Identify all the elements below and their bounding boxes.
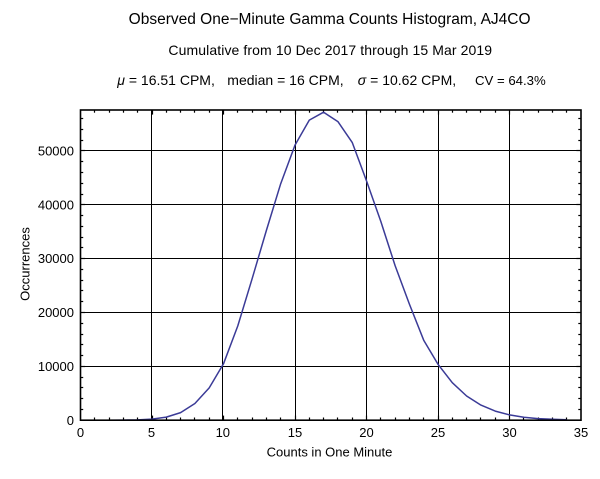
- svg-text:5: 5: [148, 425, 155, 440]
- svg-text:median = 16 CPM,: median = 16 CPM,: [227, 72, 343, 88]
- svg-text:50000: 50000: [38, 144, 74, 159]
- svg-text:Occurrences: Occurrences: [18, 227, 33, 301]
- svg-text:25: 25: [431, 425, 445, 440]
- svg-text:σ = 10.62 CPM,: σ = 10.62 CPM,: [358, 72, 456, 88]
- svg-text:Observed One−Minute Gamma Coun: Observed One−Minute Gamma Counts Histogr…: [129, 11, 531, 28]
- svg-text:Counts in One Minute: Counts in One Minute: [267, 445, 393, 460]
- svg-text:0: 0: [77, 425, 84, 440]
- svg-text:35: 35: [574, 425, 588, 440]
- svg-text:20000: 20000: [38, 305, 74, 320]
- svg-text:15: 15: [288, 425, 302, 440]
- svg-text:0: 0: [67, 413, 74, 428]
- svg-text:CV = 64.3%: CV = 64.3%: [475, 73, 546, 88]
- svg-text:μ = 16.51 CPM,: μ = 16.51 CPM,: [116, 72, 215, 88]
- svg-text:40000: 40000: [38, 197, 74, 212]
- svg-text:10000: 10000: [38, 359, 74, 374]
- svg-text:20: 20: [359, 425, 373, 440]
- svg-text:10: 10: [216, 425, 230, 440]
- svg-text:Cumulative from 10 Dec 2017 th: Cumulative from 10 Dec 2017 through 15 M…: [168, 42, 492, 58]
- svg-text:30: 30: [502, 425, 516, 440]
- svg-text:30000: 30000: [38, 251, 74, 266]
